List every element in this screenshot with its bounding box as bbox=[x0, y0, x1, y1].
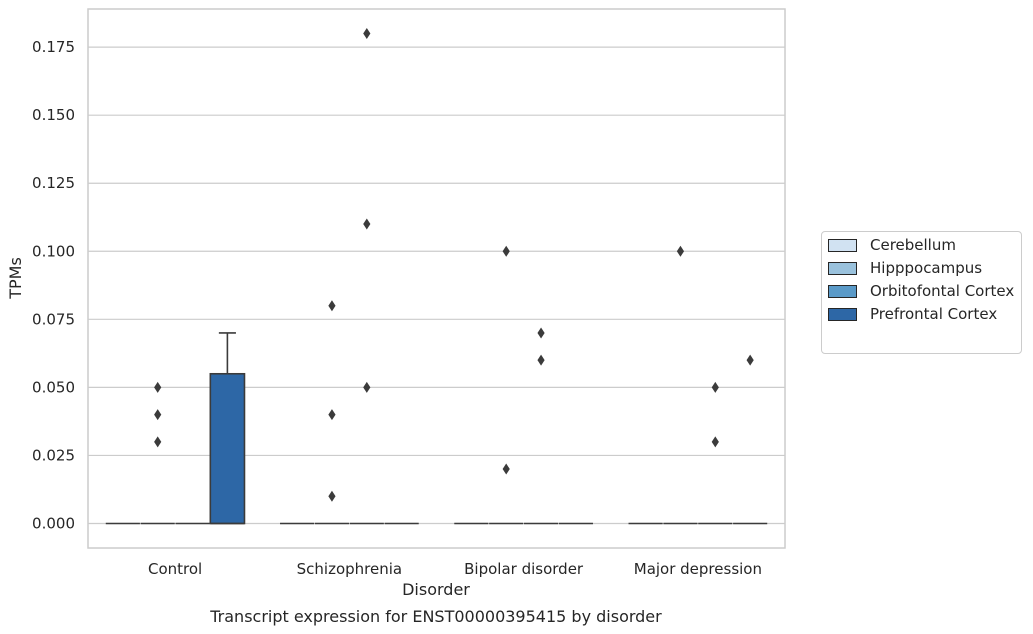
outlier-point bbox=[537, 327, 545, 339]
y-tick-label: 0.000 bbox=[32, 515, 75, 533]
plot-area-frame bbox=[87, 8, 786, 549]
legend-label: Prefrontal Cortex bbox=[870, 305, 998, 323]
outlier-point bbox=[502, 463, 510, 475]
box-plot bbox=[523, 327, 559, 525]
y-tick-label: 0.050 bbox=[32, 378, 75, 396]
chart-title: Transcript expression for ENST0000039541… bbox=[209, 607, 662, 626]
outlier-point bbox=[502, 245, 510, 257]
box-plot bbox=[209, 332, 246, 525]
grid-lines bbox=[88, 46, 785, 525]
y-tick-label: 0.150 bbox=[32, 106, 75, 124]
y-tick-label: 0.025 bbox=[32, 446, 75, 464]
outlier-point bbox=[154, 409, 162, 421]
y-axis-label: TPMs bbox=[6, 257, 25, 300]
y-axis-ticks: 0.000 0.025 0.050 0.075 0.100 0.125 0.150 0.175 bbox=[32, 38, 75, 532]
outlier-point bbox=[328, 490, 336, 502]
outlier-point bbox=[711, 381, 719, 393]
legend-swatch bbox=[828, 261, 857, 275]
outlier-point bbox=[363, 381, 371, 393]
outlier-point bbox=[676, 245, 685, 257]
legend-item: Prefrontal Cortex bbox=[828, 303, 997, 325]
legend-item: Cerebellum bbox=[828, 234, 956, 256]
outlier-point bbox=[154, 436, 162, 448]
outlier-point bbox=[537, 354, 545, 366]
box bbox=[209, 372, 246, 525]
box-plot bbox=[663, 245, 698, 525]
outlier-point bbox=[363, 218, 371, 230]
outlier-point bbox=[328, 300, 336, 312]
box-plot bbox=[733, 354, 768, 525]
y-tick-label: 0.175 bbox=[32, 38, 75, 56]
box-plot bbox=[349, 28, 384, 525]
box-plot bbox=[314, 300, 350, 525]
legend: Cerebellum Hipppocampus Orbitofontal Corte… bbox=[821, 231, 1022, 354]
outlier-point bbox=[328, 409, 336, 421]
outlier-point bbox=[711, 436, 719, 448]
outlier-point bbox=[746, 354, 754, 366]
legend-label: Cerebellum bbox=[870, 236, 956, 254]
x-tick-label: Control bbox=[148, 560, 202, 578]
y-tick-label: 0.125 bbox=[32, 174, 75, 192]
legend-swatch bbox=[828, 307, 857, 321]
x-axis-label: Disorder bbox=[402, 580, 470, 599]
outlier-point bbox=[154, 381, 162, 393]
box-plot bbox=[489, 245, 524, 525]
box-plots bbox=[105, 28, 768, 525]
legend-swatch bbox=[828, 238, 857, 252]
x-tick-label: Major depression bbox=[634, 560, 762, 578]
legend-swatch bbox=[828, 284, 857, 298]
outlier-point bbox=[363, 28, 371, 39]
box-plot bbox=[698, 381, 733, 525]
legend-label: Hipppocampus bbox=[870, 259, 983, 277]
legend-item: Hipppocampus bbox=[828, 257, 982, 279]
legend-label: Orbitofontal Cortex bbox=[870, 282, 1015, 300]
y-tick-label: 0.100 bbox=[32, 242, 75, 260]
y-tick-label: 0.075 bbox=[32, 310, 75, 328]
x-tick-label: Schizophrenia bbox=[297, 560, 402, 578]
x-tick-label: Bipolar disorder bbox=[464, 560, 584, 578]
legend-item: Orbitofontal Cortex bbox=[828, 280, 1014, 302]
x-axis-ticks: Control Schizophrenia Bipolar disorder Majo… bbox=[148, 560, 762, 578]
box-plot bbox=[140, 381, 175, 525]
